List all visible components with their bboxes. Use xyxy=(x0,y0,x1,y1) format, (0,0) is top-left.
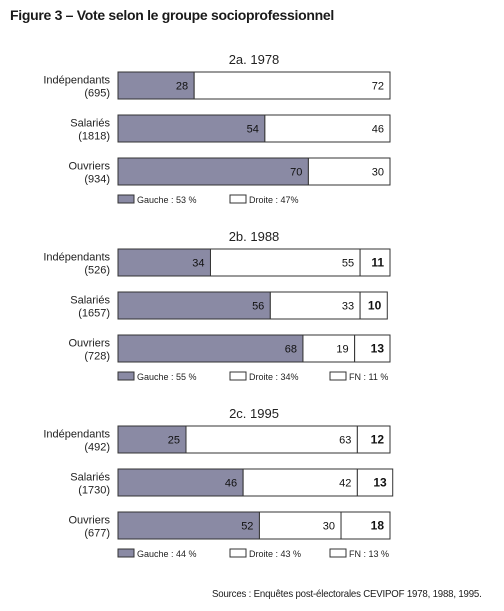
category-label: Ouvriers xyxy=(68,338,110,350)
legend-label-droite: Droite : 43 % xyxy=(249,549,301,559)
bar-droite xyxy=(185,425,358,454)
legend-swatch-droite xyxy=(229,371,247,381)
data-label-droite: 19 xyxy=(336,344,348,356)
chart-title: 2c. 1995 xyxy=(229,406,279,421)
category-label: Ouvriers xyxy=(68,515,110,527)
data-label-droite: 63 xyxy=(339,435,351,447)
legend-label-fn: FN : 13 % xyxy=(349,549,389,559)
chart-title: 2a. 1978 xyxy=(229,52,280,67)
bar-gauche xyxy=(117,468,244,497)
category-label: Indépendants xyxy=(43,252,110,264)
data-label-fn: 18 xyxy=(371,519,385,533)
figure-title: Figure 3 – Vote selon le groupe sociopro… xyxy=(10,7,334,23)
legend-swatch-fn xyxy=(329,548,347,558)
category-label: Ouvriers xyxy=(68,161,110,173)
legend-swatch-droite xyxy=(229,194,247,204)
data-label-gauche: 52 xyxy=(241,521,253,533)
chart-title: 2b. 1988 xyxy=(229,229,280,244)
bar-gauche xyxy=(117,334,304,363)
data-label-gauche: 46 xyxy=(225,478,237,490)
category-label: Indépendants xyxy=(43,75,110,87)
bar-fn xyxy=(359,248,391,277)
bar-droite xyxy=(193,71,391,100)
bar-gauche xyxy=(117,291,271,320)
data-label-fn: 10 xyxy=(368,299,382,313)
bar-fn xyxy=(359,291,388,320)
category-count: (1730) xyxy=(78,485,110,497)
category-count: (1818) xyxy=(78,131,110,143)
bar-fn xyxy=(356,425,391,454)
legend-swatch-droite xyxy=(229,548,247,558)
legend-label-fn: FN : 11 % xyxy=(349,372,388,382)
bar-droite xyxy=(269,291,361,320)
data-label-gauche: 54 xyxy=(247,124,259,136)
bar-droite xyxy=(242,468,358,497)
bar-droite xyxy=(258,511,342,540)
data-label-gauche: 28 xyxy=(176,81,188,93)
category-label: Salariés xyxy=(70,295,110,307)
bar-droite xyxy=(302,334,356,363)
category-label: Salariés xyxy=(70,472,110,484)
legend-label-gauche: Gauche : 55 % xyxy=(137,372,197,382)
bar-fn xyxy=(356,468,394,497)
data-label-gauche: 68 xyxy=(285,344,297,356)
data-label-gauche: 34 xyxy=(192,258,204,270)
data-label-droite: 72 xyxy=(372,81,384,93)
data-label-gauche: 25 xyxy=(168,435,180,447)
data-label-fn: 11 xyxy=(371,256,384,270)
legend-label-droite: Droite : 34% xyxy=(249,372,299,382)
data-label-gauche: 70 xyxy=(290,167,302,179)
legend-swatch-fn xyxy=(329,371,347,381)
bar-gauche xyxy=(117,157,309,186)
bar-fn xyxy=(340,511,391,540)
data-label-fn: 13 xyxy=(373,476,387,490)
data-label-droite: 46 xyxy=(372,124,384,136)
data-label-droite: 33 xyxy=(342,301,354,313)
legend-label-droite: Droite : 47% xyxy=(249,195,299,205)
bar-fn xyxy=(354,334,391,363)
category-count: (1657) xyxy=(78,308,110,320)
bar-gauche xyxy=(117,511,260,540)
category-label: Salariés xyxy=(70,118,110,130)
data-label-gauche: 56 xyxy=(252,301,264,313)
data-label-fn: 13 xyxy=(371,342,385,356)
bar-gauche xyxy=(117,425,187,454)
legend-label-gauche: Gauche : 44 % xyxy=(137,549,197,559)
bar-droite xyxy=(264,114,391,143)
source-note: Sources : Enquêtes post-électorales CEVI… xyxy=(212,588,482,600)
category-label: Indépendants xyxy=(43,429,110,441)
data-label-fn: 12 xyxy=(371,433,385,447)
bar-droite xyxy=(307,157,391,186)
category-count: (934) xyxy=(84,174,110,186)
legend-swatch-gauche xyxy=(117,194,135,204)
legend-swatch-gauche xyxy=(117,371,135,381)
data-label-droite: 30 xyxy=(323,521,335,533)
data-label-droite: 55 xyxy=(342,258,354,270)
category-count: (526) xyxy=(84,265,110,277)
bar-gauche xyxy=(117,114,266,143)
category-count: (695) xyxy=(84,88,110,100)
legend-swatch-gauche xyxy=(117,548,135,558)
category-count: (492) xyxy=(84,442,110,454)
data-label-droite: 30 xyxy=(372,167,384,179)
category-count: (677) xyxy=(84,528,110,540)
category-count: (728) xyxy=(84,351,110,363)
bar-droite xyxy=(209,248,361,277)
legend-label-gauche: Gauche : 53 % xyxy=(137,195,197,205)
data-label-droite: 42 xyxy=(339,478,351,490)
